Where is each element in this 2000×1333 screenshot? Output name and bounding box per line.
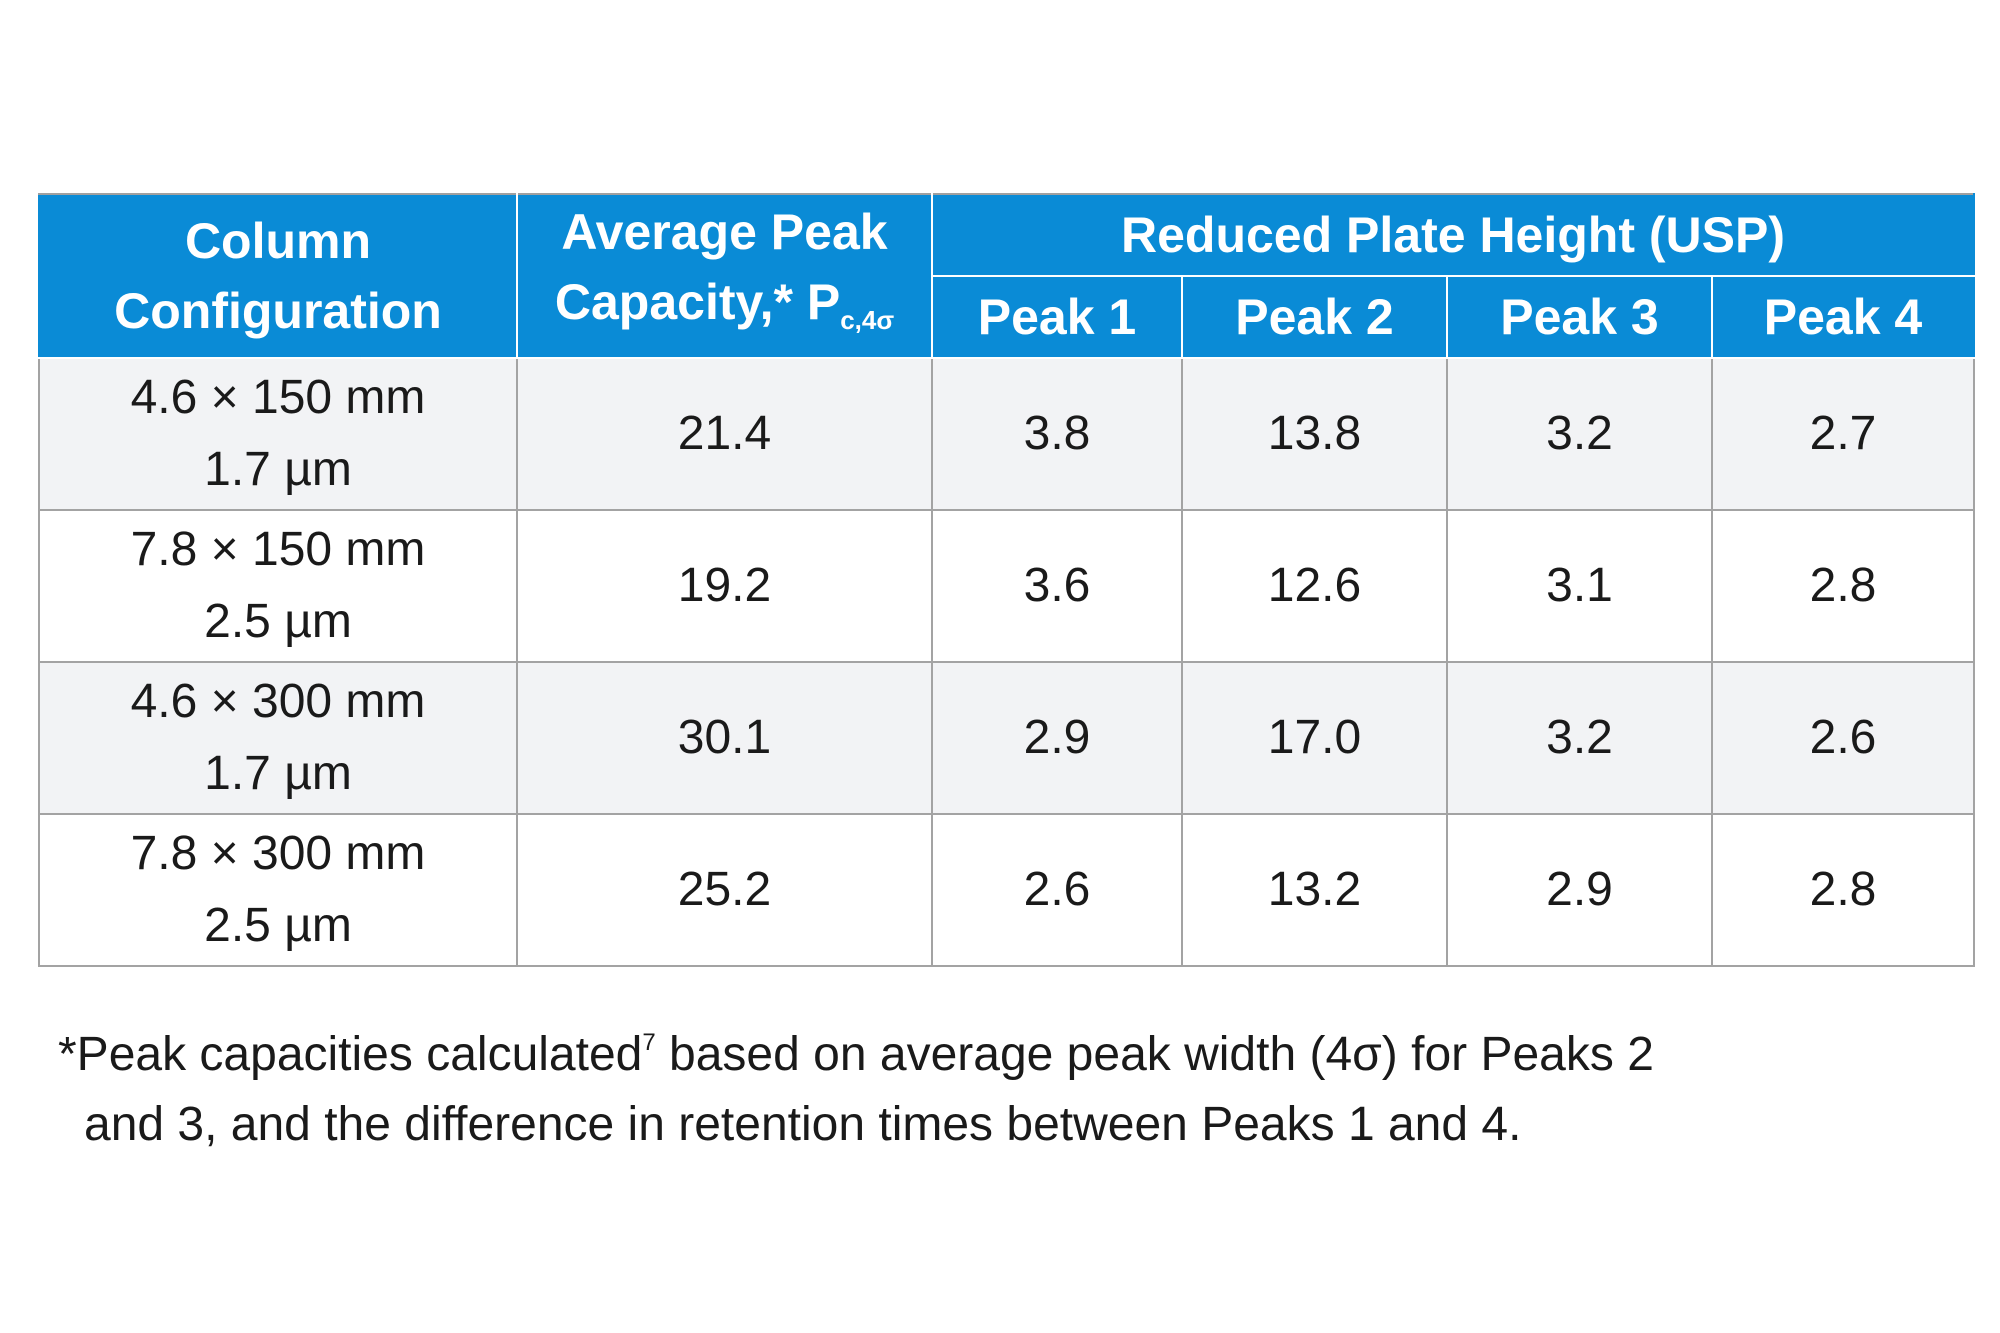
header-average-peak-capacity-line1: Average Peak (561, 204, 888, 260)
cell-config: 7.8 × 300 mm 2.5 µm (38, 813, 518, 967)
config-particle-size: 2.5 µm (204, 899, 352, 952)
header-peak-1: Peak 1 (931, 275, 1183, 359)
footnote-text-start: *Peak capacities calculated (58, 1028, 643, 1081)
cell-capacity: 19.2 (516, 509, 933, 663)
cell-peak-3: 3.1 (1446, 509, 1713, 663)
cell-config: 4.6 × 150 mm 1.7 µm (38, 357, 518, 511)
cell-peak-2: 13.8 (1181, 357, 1448, 511)
cell-peak-1: 3.8 (931, 357, 1183, 511)
cell-peak-4: 2.7 (1711, 357, 1975, 511)
config-particle-size: 1.7 µm (204, 747, 352, 800)
cell-config: 7.8 × 150 mm 2.5 µm (38, 509, 518, 663)
cell-peak-1: 3.6 (931, 509, 1183, 663)
peak-capacity-table: Column Configuration Average Peak Capaci… (38, 193, 1975, 967)
cell-peak-3: 2.9 (1446, 813, 1713, 967)
cell-peak-3: 3.2 (1446, 357, 1713, 511)
header-column-configuration: Column Configuration (38, 193, 518, 359)
table-row: 7.8 × 150 mm 2.5 µm 19.2 3.6 12.6 3.1 2.… (38, 509, 1975, 663)
header-peak-2: Peak 2 (1181, 275, 1448, 359)
footnote-text-continued: based on average peak width (4σ) for Pea… (655, 1028, 1654, 1081)
config-dimensions: 7.8 × 300 mm (130, 827, 426, 880)
cell-peak-1: 2.9 (931, 661, 1183, 815)
cell-peak-1: 2.6 (931, 813, 1183, 967)
table-row: 7.8 × 300 mm 2.5 µm 25.2 2.6 13.2 2.9 2.… (38, 813, 1975, 967)
cell-config: 4.6 × 300 mm 1.7 µm (38, 661, 518, 815)
cell-peak-2: 13.2 (1181, 813, 1448, 967)
cell-capacity: 30.1 (516, 661, 933, 815)
cell-peak-3: 3.2 (1446, 661, 1713, 815)
config-particle-size: 1.7 µm (204, 443, 352, 496)
header-peak-4: Peak 4 (1711, 275, 1975, 359)
footnote-line-2: and 3, and the difference in retention t… (84, 1098, 1522, 1151)
cell-peak-2: 17.0 (1181, 661, 1448, 815)
cell-peak-4: 2.8 (1711, 509, 1975, 663)
table-footnote: *Peak capacities calculated7 based on av… (58, 1008, 1958, 1160)
table-header: Column Configuration Average Peak Capaci… (38, 193, 1975, 359)
cell-peak-2: 12.6 (1181, 509, 1448, 663)
header-peak-3: Peak 3 (1446, 275, 1713, 359)
header-average-peak-capacity: Average Peak Capacity,* Pc,4σ (516, 193, 933, 359)
table-row: 4.6 × 300 mm 1.7 µm 30.1 2.9 17.0 3.2 2.… (38, 661, 1975, 815)
table-body: 4.6 × 150 mm 1.7 µm 21.4 3.8 13.8 3.2 2.… (38, 357, 1975, 967)
cell-capacity: 21.4 (516, 357, 933, 511)
config-dimensions: 7.8 × 150 mm (130, 523, 426, 576)
header-capacity-subscript: c,4σ (840, 305, 895, 335)
cell-capacity: 25.2 (516, 813, 933, 967)
table-row: 4.6 × 150 mm 1.7 µm 21.4 3.8 13.8 3.2 2.… (38, 357, 1975, 511)
cell-peak-4: 2.8 (1711, 813, 1975, 967)
footnote-reference-superscript: 7 (642, 1029, 656, 1056)
header-average-peak-capacity-line2: Capacity,* P (554, 274, 841, 330)
header-column-configuration-line1: Column (184, 213, 372, 269)
header-column-configuration-line2: Configuration (114, 283, 442, 339)
config-dimensions: 4.6 × 300 mm (130, 675, 426, 728)
header-reduced-plate-height: Reduced Plate Height (USP) (931, 193, 1975, 277)
config-particle-size: 2.5 µm (204, 595, 352, 648)
cell-peak-4: 2.6 (1711, 661, 1975, 815)
results-table-container: Column Configuration Average Peak Capaci… (38, 193, 1975, 967)
config-dimensions: 4.6 × 150 mm (130, 371, 426, 424)
